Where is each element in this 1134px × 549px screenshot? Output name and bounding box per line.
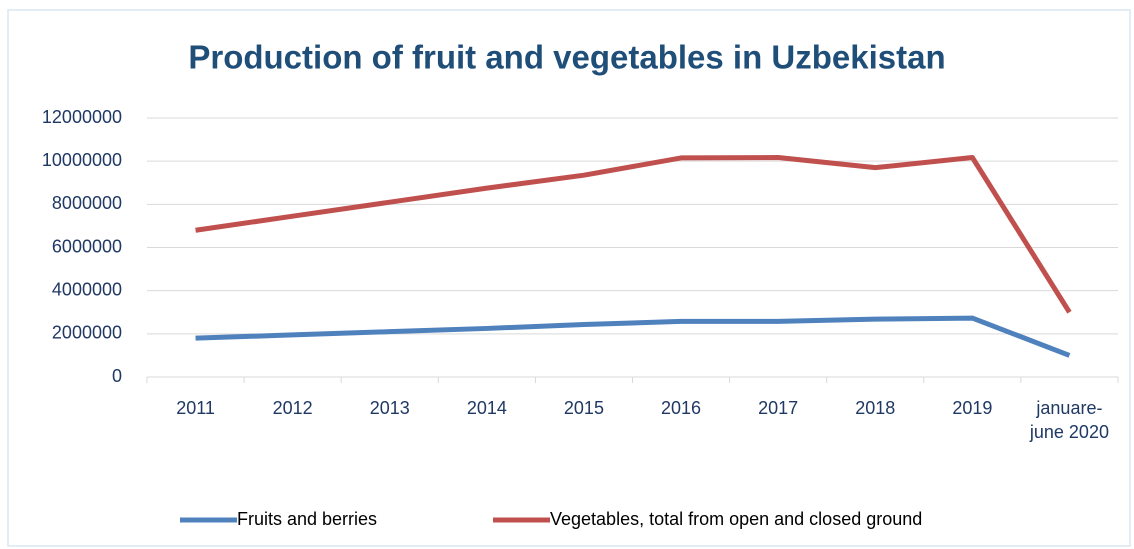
y-tick-label: 12000000	[42, 107, 122, 127]
y-tick-label: 6000000	[52, 236, 122, 256]
y-tick-label: 4000000	[52, 279, 122, 299]
y-tick-label: 0	[112, 366, 122, 386]
x-tick-label: 2013	[369, 398, 410, 418]
y-tick-label: 10000000	[42, 150, 122, 170]
x-tick-label: 2015	[563, 398, 604, 418]
x-tick-label: 2019	[952, 398, 993, 418]
x-tick-label: 2012	[272, 398, 313, 418]
chart-border	[7, 9, 1131, 547]
x-tick-label: 2017	[758, 398, 799, 418]
chart-title: Production of fruit and vegetables in Uz…	[188, 39, 945, 76]
x-tick-label: 2016	[661, 398, 702, 418]
legend-label: Fruits and berries	[237, 509, 377, 529]
x-tick-label: 2014	[466, 398, 507, 418]
y-tick-label: 2000000	[52, 323, 122, 343]
x-tick-label: 2011	[176, 398, 215, 418]
line-series	[195, 154, 1072, 314]
x-tick-label: januare-june 2020	[1029, 398, 1109, 442]
x-tick-label: 2018	[855, 398, 896, 418]
line-series	[195, 315, 1071, 358]
y-tick-label: 8000000	[52, 193, 122, 213]
legend-label: Vegetables, total from open and closed g…	[550, 509, 922, 529]
